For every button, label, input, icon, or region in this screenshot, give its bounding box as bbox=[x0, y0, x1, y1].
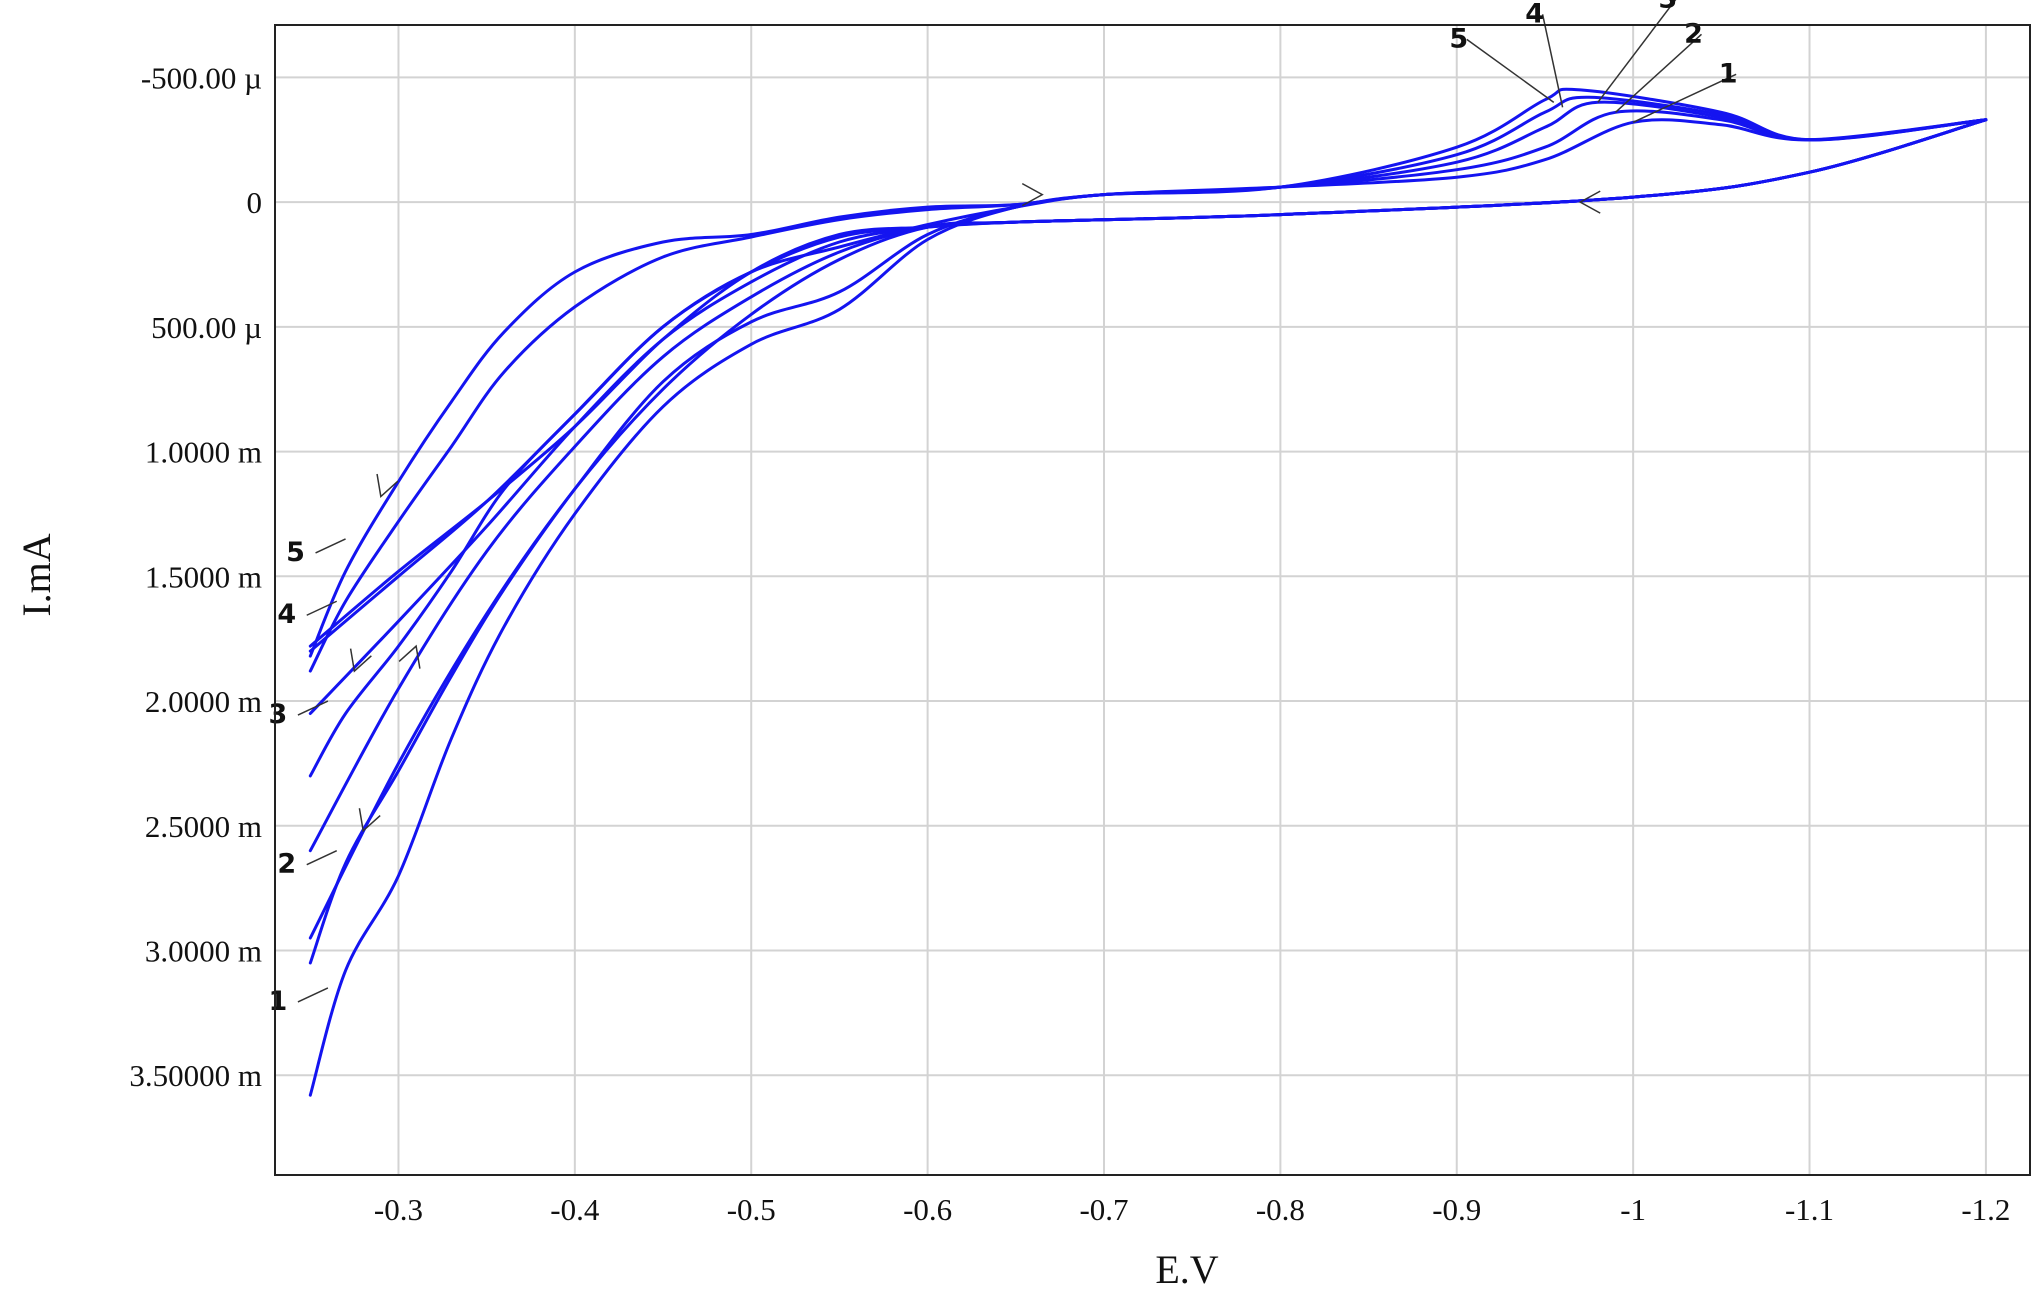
curve-label-4: 4 bbox=[277, 599, 296, 630]
series-5-reverse bbox=[308, 118, 1988, 648]
curve-label-5: 5 bbox=[1449, 23, 1468, 54]
direction-arrow bbox=[1021, 182, 1044, 207]
annotation-leader bbox=[1466, 38, 1555, 103]
annotation-leader bbox=[1632, 73, 1737, 123]
annotation-leader bbox=[1597, 0, 1677, 103]
y-tick-label: 0 bbox=[247, 185, 263, 220]
annotation-leader bbox=[306, 850, 338, 866]
annotation-leader bbox=[1614, 33, 1703, 113]
annotation-leader bbox=[297, 987, 329, 1003]
y-tick-label: 1.5000 m bbox=[145, 559, 262, 594]
curve-annotations: 1234512345 bbox=[269, 0, 1738, 1017]
y-tick-label: 2.5000 m bbox=[145, 809, 262, 844]
plot-frame bbox=[274, 24, 2031, 1176]
series-2-reverse bbox=[308, 118, 1988, 853]
x-tick-label: -0.5 bbox=[727, 1192, 776, 1227]
series-1-forward bbox=[308, 118, 1988, 1097]
y-tick-label: -500.00 µ bbox=[141, 60, 262, 95]
direction-arrow bbox=[349, 648, 372, 673]
series-group bbox=[308, 87, 1988, 1097]
y-tick-label: 1.0000 m bbox=[145, 435, 262, 470]
x-tick-label: -0.3 bbox=[374, 1192, 423, 1227]
x-tick-label: -0.6 bbox=[903, 1192, 952, 1227]
series-2-forward bbox=[308, 109, 1988, 965]
x-tick-label: -0.7 bbox=[1079, 1192, 1128, 1227]
curve-label-4: 4 bbox=[1525, 0, 1544, 29]
annotation-leader bbox=[1541, 14, 1564, 108]
x-tick-label: -0.4 bbox=[550, 1192, 600, 1227]
annotation-leader bbox=[306, 600, 338, 616]
y-axis-ticks: -500.00 µ 0 500.00 µ 1.0000 m 1.5000 m 2.0000… bbox=[129, 60, 262, 1093]
y-tick-label: 500.00 µ bbox=[151, 310, 262, 345]
x-tick-label: -1.1 bbox=[1785, 1192, 1834, 1227]
direction-arrow bbox=[358, 808, 381, 833]
x-tick-label: -1.2 bbox=[1961, 1192, 2010, 1227]
direction-arrow bbox=[376, 473, 399, 498]
y-axis-title: I.mA bbox=[14, 533, 59, 616]
series-1-reverse bbox=[308, 118, 1988, 940]
x-axis-title: E.V bbox=[1155, 1247, 1218, 1292]
y-tick-label: 3.0000 m bbox=[145, 933, 262, 968]
x-axis-ticks: -0.3 -0.4 -0.5 -0.6 -0.7 -0.8 -0.9 -1 -1.1 -1.2 bbox=[374, 1192, 2011, 1227]
grid-lines bbox=[275, 25, 2030, 1175]
series-4-reverse bbox=[308, 118, 1988, 653]
series-5-forward bbox=[308, 87, 1988, 658]
curve-label-2: 2 bbox=[277, 849, 296, 880]
series-3-reverse bbox=[308, 118, 1988, 715]
direction-arrows bbox=[349, 182, 1601, 833]
x-tick-label: -0.8 bbox=[1256, 1192, 1305, 1227]
y-tick-label: 3.50000 m bbox=[129, 1058, 262, 1093]
curve-label-3: 3 bbox=[1658, 0, 1677, 14]
x-tick-label: -0.9 bbox=[1432, 1192, 1481, 1227]
curve-label-1: 1 bbox=[1719, 58, 1738, 89]
series-4-forward bbox=[308, 95, 1988, 673]
annotation-leader bbox=[315, 538, 346, 554]
y-tick-label: 2.0000 m bbox=[145, 684, 262, 719]
curve-label-1: 1 bbox=[269, 986, 288, 1017]
curve-label-2: 2 bbox=[1684, 18, 1703, 49]
direction-arrow bbox=[1578, 190, 1601, 214]
x-tick-label: -1 bbox=[1620, 1192, 1646, 1227]
curve-label-5: 5 bbox=[286, 537, 305, 568]
direction-arrow bbox=[398, 644, 421, 669]
curve-label-3: 3 bbox=[269, 699, 288, 730]
annotation-leader bbox=[297, 700, 329, 716]
